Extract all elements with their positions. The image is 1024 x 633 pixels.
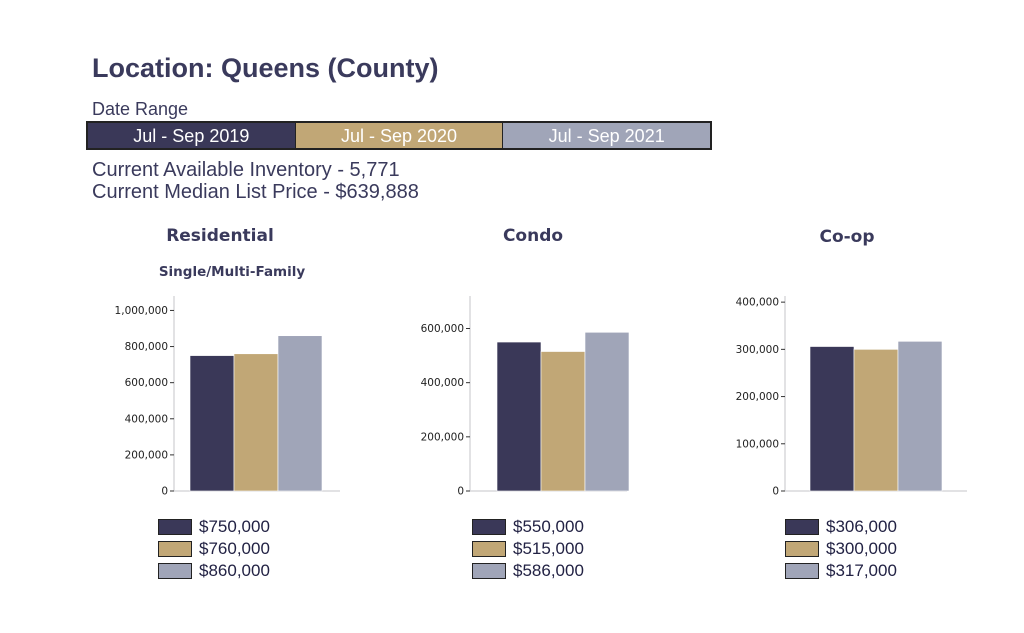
legend-value: $317,000 (826, 561, 897, 580)
period-2019: Jul - Sep 2019 (88, 123, 295, 148)
legend-value: $515,000 (513, 539, 584, 558)
legend-item: $750,000 (158, 517, 270, 537)
bar-condo-0 (496, 341, 542, 492)
y-tick-label: 600,000 (125, 377, 168, 389)
y-tick-label: 400,000 (736, 297, 779, 309)
bar-residential-2 (277, 335, 323, 492)
legend-item: $760,000 (158, 539, 270, 559)
legend-swatch (472, 563, 506, 579)
period-2021: Jul - Sep 2021 (502, 123, 711, 148)
legend-swatch (158, 563, 192, 579)
y-tick-label: 100,000 (736, 438, 779, 450)
y-tick-label: 600,000 (421, 323, 464, 335)
legend-swatch (472, 519, 506, 535)
y-tick-label: 0 (457, 486, 464, 498)
legend-item: $586,000 (472, 561, 584, 581)
bar-condo-1 (540, 351, 586, 492)
y-tick-label: 0 (161, 486, 168, 498)
legend-item: $306,000 (785, 517, 897, 537)
chart-subtitle-residential: Single/Multi-Family (158, 264, 306, 280)
y-tick-label: 800,000 (125, 341, 168, 353)
chart-title-coop: Co-op (819, 227, 875, 247)
legend-item: $550,000 (472, 517, 584, 537)
y-tick-label: 200,000 (736, 391, 779, 403)
chart-title-residential: Residential (166, 226, 274, 246)
legend-swatch (785, 541, 819, 557)
legend-item: $317,000 (785, 561, 897, 581)
legend-value: $300,000 (826, 539, 897, 558)
y-tick-label: 200,000 (125, 449, 168, 461)
y-tick-label: 1,000,000 (115, 305, 168, 317)
period-2020: Jul - Sep 2020 (294, 123, 503, 148)
median-price-text: Current Median List Price - $639,888 (92, 181, 419, 203)
y-tick-label: 200,000 (421, 431, 464, 443)
page-title: Location: Queens (County) (92, 53, 439, 83)
summary-stats: Current Available Inventory - 5,771 Curr… (92, 159, 419, 203)
legend-swatch (158, 541, 192, 557)
legend-swatch (158, 519, 192, 535)
y-tick-label: 0 (772, 486, 779, 498)
legend-value: $760,000 (199, 539, 270, 558)
legend-item: $515,000 (472, 539, 584, 559)
legend-swatch (785, 519, 819, 535)
y-tick-label: 400,000 (125, 413, 168, 425)
chart-title-condo: Condo (502, 226, 564, 246)
legend-value: $750,000 (199, 517, 270, 536)
legend-value: $550,000 (513, 517, 584, 536)
legend-item: $860,000 (158, 561, 270, 581)
y-tick-label: 400,000 (421, 377, 464, 389)
date-range-legend: Jul - Sep 2019 Jul - Sep 2020 Jul - Sep … (86, 121, 712, 150)
bar-residential-0 (189, 355, 235, 492)
bar-coop-1 (853, 349, 899, 492)
legend-swatch (785, 563, 819, 579)
date-range-label: Date Range (92, 99, 189, 119)
bar-coop-0 (809, 346, 855, 492)
bar-residential-1 (233, 353, 279, 492)
bar-condo-2 (584, 331, 630, 492)
legend-value: $306,000 (826, 517, 897, 536)
y-tick-label: 300,000 (736, 344, 779, 356)
bar-coop-2 (897, 341, 943, 492)
legend-item: $300,000 (785, 539, 897, 559)
legend-swatch (472, 541, 506, 557)
legend-value: $860,000 (199, 561, 270, 580)
inventory-text: Current Available Inventory - 5,771 (92, 159, 400, 181)
legend-value: $586,000 (513, 561, 584, 580)
